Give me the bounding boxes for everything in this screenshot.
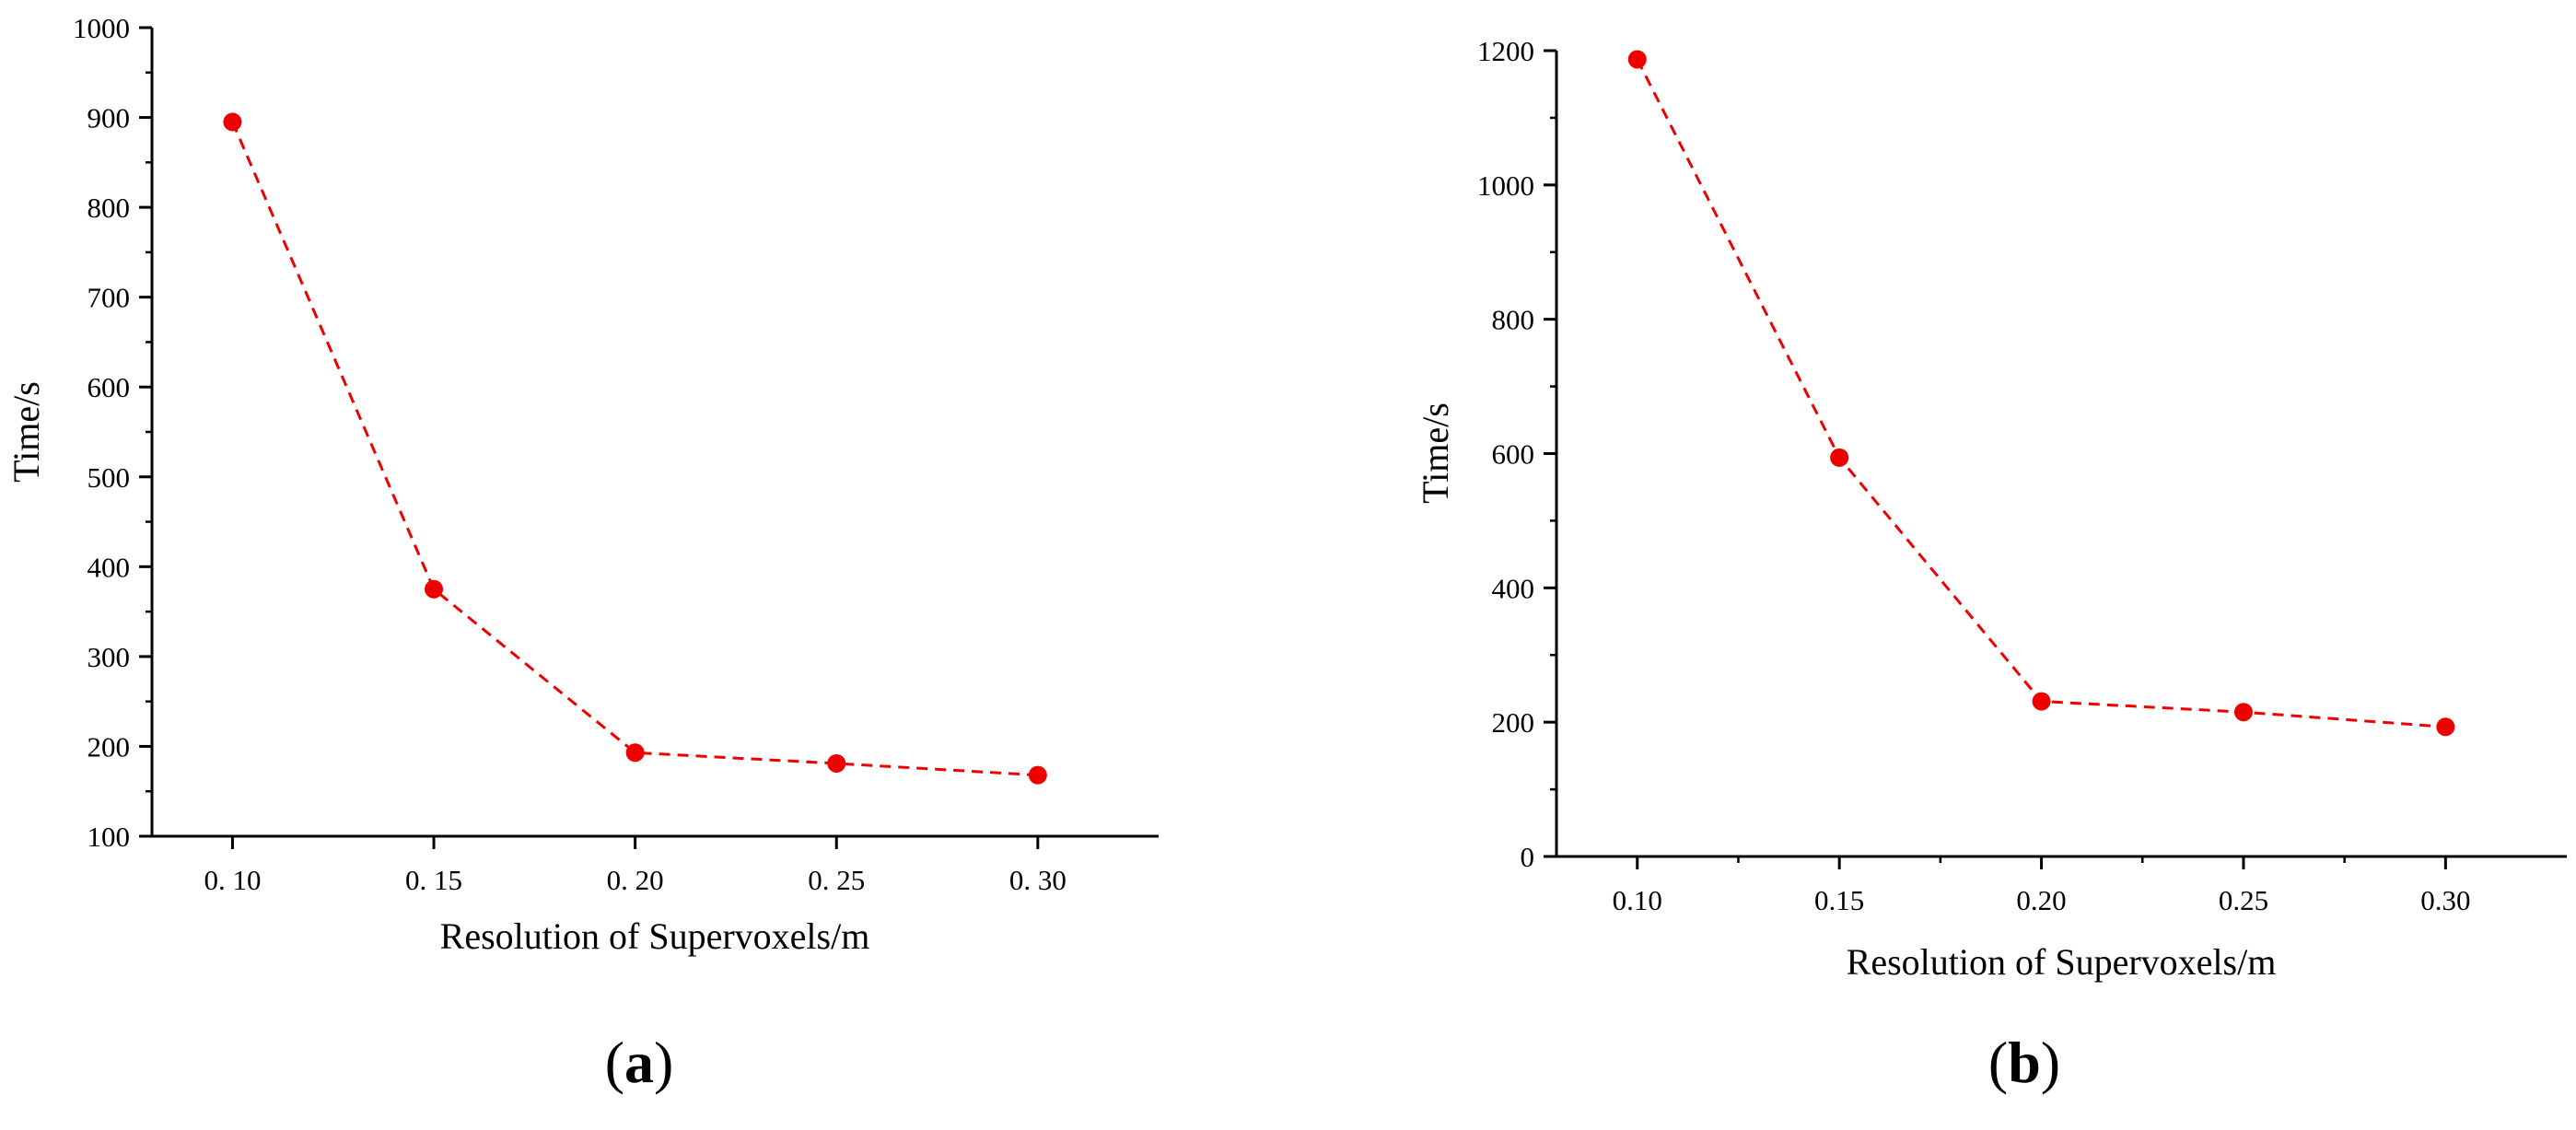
x-tick-label: 0.20 <box>2016 884 2066 916</box>
x-tick-label: 0.30 <box>2420 884 2470 916</box>
data-point <box>425 579 444 599</box>
data-point <box>1627 50 1647 69</box>
data-point <box>2233 703 2253 722</box>
data-point <box>2436 717 2455 737</box>
y-tick-label: 900 <box>87 102 131 134</box>
x-tick-label: 0.15 <box>1814 884 1864 916</box>
y-tick-label: 200 <box>87 730 131 763</box>
y-tick-label: 400 <box>1492 572 1535 604</box>
y-tick-label: 600 <box>1492 438 1535 471</box>
y-tick-label: 0 <box>1521 841 1535 873</box>
series-line <box>231 121 1038 777</box>
data-point <box>1028 765 1047 785</box>
x-tick-label: 0. 25 <box>808 864 865 896</box>
data-point <box>625 743 645 763</box>
y-tick-label: 400 <box>87 551 131 583</box>
y-tick-label: 100 <box>87 821 131 853</box>
panel-label: (b) <box>1988 1030 2060 1095</box>
y-tick-label: 1000 <box>1477 169 1534 202</box>
panel-label-open: ( <box>605 1030 624 1095</box>
data-point <box>827 753 846 773</box>
y-tick-label: 1200 <box>1477 35 1534 67</box>
x-tick-label: 0. 10 <box>204 864 261 896</box>
chart-panel-b: 0 200 400 600 800 1000 1200 0.10 0.15 0.20 0.25 0.3… <box>1415 35 2567 1095</box>
x-tick-label: 0. 30 <box>1009 864 1067 896</box>
series-line <box>1636 58 2446 728</box>
y-tick-label: 700 <box>87 282 131 314</box>
y-tick-label: 600 <box>87 371 131 403</box>
panel-label-letter: b <box>2008 1030 2041 1095</box>
x-axis-title: Resolution of Supervoxels/m <box>1847 941 2277 983</box>
y-tick-label: 500 <box>87 461 131 494</box>
data-point <box>1830 448 1849 467</box>
panel-label-close: ) <box>654 1030 673 1095</box>
panel-label-close: ) <box>2041 1030 2060 1095</box>
panel-label-letter: a <box>624 1030 654 1095</box>
x-tick-label: 0. 15 <box>405 864 462 896</box>
y-axis-title: Time/s <box>6 381 47 483</box>
data-point <box>2032 692 2051 711</box>
y-tick-label: 800 <box>1492 304 1535 336</box>
chart-panel-a: 100 200 300 400 500 600 700 800 900 1000 0. 10 0. 1… <box>6 12 1159 1095</box>
data-point <box>223 112 242 132</box>
x-tick-label: 0. 20 <box>607 864 664 896</box>
panel-label: (a) <box>605 1030 674 1095</box>
x-axis-title: Resolution of Supervoxels/m <box>440 915 870 957</box>
y-axis-title: Time/s <box>1415 402 1456 504</box>
y-tick-label: 200 <box>1492 706 1535 739</box>
y-tick-label: 800 <box>87 192 131 224</box>
x-tick-label: 0.25 <box>2219 884 2268 916</box>
y-tick-label: 300 <box>87 641 131 673</box>
x-tick-label: 0.10 <box>1613 884 1662 916</box>
y-tick-label: 1000 <box>73 12 130 44</box>
panel-label-open: ( <box>1988 1030 2008 1095</box>
